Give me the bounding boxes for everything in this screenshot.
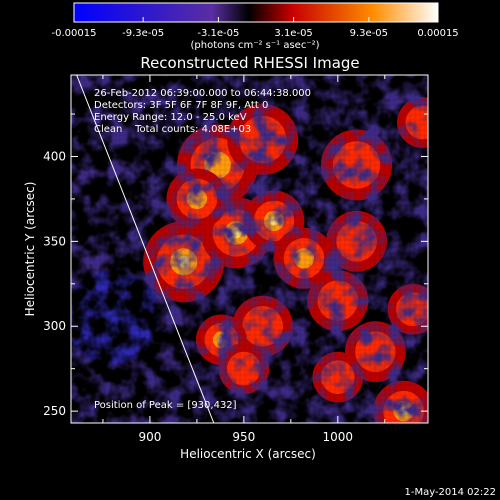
footer-date: 1-May-2014 02:22 — [404, 487, 496, 498]
colorbar-tick-label: 0.00015 — [417, 28, 458, 39]
info-line-clean: Clean Total counts: 4.08E+03 — [94, 124, 251, 135]
info-line-energy: Energy Range: 12.0 - 25.0 keV — [94, 112, 247, 123]
heatmap-area — [71, 75, 428, 423]
chart-title: Reconstructed RHESSI Image — [140, 54, 359, 72]
y-tick-label: 400 — [43, 149, 66, 163]
x-axis-ticks: 900 950 1000 — [102, 75, 386, 444]
colorbar — [73, 2, 439, 23]
colorbar-unit-label: (photons cm⁻² s⁻¹ asec⁻²) — [190, 40, 319, 51]
colorbar-tick-label: -9.3e-05 — [122, 28, 164, 39]
info-line-detectors: Detectors: 3F 5F 6F 7F 8F 9F, Att 0 — [94, 100, 268, 111]
x-tick-label: 950 — [232, 430, 255, 444]
colorbar-tick-label: 9.3e-05 — [350, 28, 388, 39]
y-tick-label: 300 — [43, 319, 66, 333]
solar-limb-line — [76, 75, 215, 423]
x-tick-label: 900 — [138, 430, 161, 444]
peak-position-label: Position of Peak = [930,432] — [94, 400, 237, 411]
x-tick-label: 1000 — [323, 430, 354, 444]
y-axis-label: Heliocentric Y (arcsec) — [23, 182, 37, 317]
colorbar-tick-label: -3.1e-05 — [197, 28, 239, 39]
x-axis-label: Heliocentric X (arcsec) — [180, 447, 316, 461]
colorbar-ticks: -0.00015 -9.3e-05 -3.1e-05 3.1e-05 9.3e-05 0.… — [52, 17, 459, 39]
plot-frame — [70, 74, 429, 424]
colorbar-tick-label: -0.00015 — [52, 28, 97, 39]
y-tick-label: 250 — [43, 404, 66, 418]
colorbar-tick-label: 3.1e-05 — [274, 28, 312, 39]
y-axis-ticks: 250 300 350 400 — [43, 113, 428, 418]
info-line-time: 26-Feb-2012 06:39:00.000 to 06:44:38.000 — [94, 88, 311, 99]
y-tick-label: 350 — [43, 234, 66, 248]
